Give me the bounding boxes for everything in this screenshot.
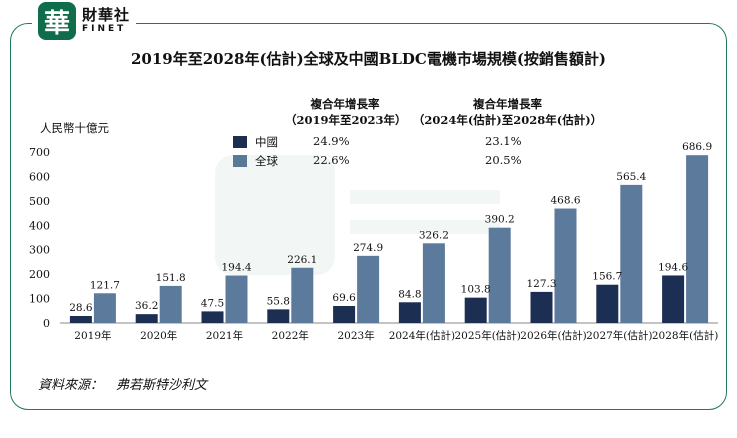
y-tick-label: 600 [29, 170, 50, 183]
x-tick-label: 2026年(估計) [520, 329, 586, 342]
bar-global [93, 293, 116, 323]
x-tick-label: 2024年(估計) [389, 329, 455, 342]
data-label-global: 468.6 [550, 195, 580, 207]
source-note: 資料來源： 弗若斯特沙利文 [38, 378, 208, 393]
bar-china [662, 275, 685, 323]
data-label-china: 69.6 [332, 292, 356, 304]
data-label-global: 686.9 [682, 141, 712, 153]
legend-label-china: 中國 [255, 135, 278, 149]
data-label-global: 274.9 [353, 242, 383, 254]
chart-title: 2019年至2028年(估計)全球及中國BLDC電機市場規模(按銷售額計) [130, 50, 607, 68]
data-label-china: 194.6 [658, 261, 688, 273]
x-tick-label: 2021年 [206, 329, 243, 342]
data-label-global: 121.7 [90, 279, 120, 291]
cagr-header-forecast-period: （2024年(估計)至2028年(估計)） [412, 113, 603, 127]
y-tick-label: 200 [29, 268, 50, 281]
y-tick-label: 0 [43, 317, 50, 330]
bar-global [357, 255, 380, 323]
bar-china [267, 309, 290, 323]
cagr-header-forecast: 複合年增長率 （2024年(估計)至2028年(估計)） [400, 96, 615, 128]
chart-frame [10, 23, 727, 410]
x-tick-label: 2023年 [337, 329, 374, 342]
brand-name-en: FINET [82, 24, 127, 34]
cagr-header-historical-period: （2019年至2023年） [285, 113, 407, 127]
data-label-global: 151.8 [156, 272, 186, 284]
legend-swatch-global [233, 155, 247, 167]
x-tick-label: 2022年 [272, 329, 309, 342]
brand-logo-mark: 華 [38, 2, 76, 40]
bar-china [333, 305, 356, 323]
bar-china [530, 291, 553, 323]
x-tick-label: 2027年(估計) [586, 329, 652, 342]
cagr-china-historical: 24.9% [313, 134, 350, 148]
brand-logo-text: 財華社 FINET [82, 8, 130, 34]
brand-logo: 華 財華社 FINET [32, 2, 137, 40]
bar-global [422, 243, 445, 323]
bar-china [201, 311, 224, 323]
data-label-global: 565.4 [616, 171, 646, 183]
y-tick-label: 300 [29, 244, 50, 257]
y-tick-label: 100 [29, 293, 50, 306]
x-tick-label: 2020年 [140, 329, 177, 342]
cagr-global-historical: 22.6% [313, 153, 350, 167]
x-tick-label: 2019年 [74, 329, 111, 342]
y-tick-label: 700 [29, 146, 50, 159]
data-label-global: 390.2 [485, 214, 515, 226]
legend-item-china: 中國 [233, 134, 278, 150]
bar-china [135, 314, 158, 323]
bar-global [554, 208, 577, 323]
bar-global [488, 227, 511, 323]
bar-global [620, 184, 643, 323]
data-label-china: 55.8 [267, 295, 290, 307]
x-tick-label: 2025年(估計) [454, 329, 520, 342]
data-label-china: 127.3 [526, 278, 556, 290]
data-label-global: 326.2 [419, 229, 449, 241]
y-tick-label: 400 [29, 219, 50, 232]
cagr-global-forecast: 20.5% [485, 153, 522, 167]
cagr-china-forecast: 23.1% [485, 134, 522, 148]
data-label-china: 28.6 [69, 302, 93, 314]
cagr-header-historical: 複合年增長率 （2019年至2023年） [285, 96, 407, 128]
y-tick-label: 500 [29, 195, 50, 208]
bar-global [225, 275, 248, 323]
data-label-china: 36.2 [135, 300, 158, 312]
legend-label-global: 全球 [255, 154, 278, 168]
bar-china [398, 302, 421, 323]
data-label-china: 156.7 [592, 271, 622, 283]
cagr-header-historical-title: 複合年增長率 [310, 97, 380, 111]
bar-china [69, 316, 92, 323]
chart-labels: 28.6 121.7 2019年 36.2 151.8 2020年 47.5 194.4 202… [69, 141, 718, 342]
bar-china [596, 284, 619, 323]
data-label-global: 194.4 [221, 262, 251, 274]
cagr-header-forecast-title: 複合年增長率 [473, 97, 542, 111]
legend-item-global: 全球 [233, 153, 278, 169]
bar-global [291, 267, 314, 323]
y-axis-unit-label: 人民幣十億元 [40, 121, 109, 135]
data-label-china: 103.8 [461, 284, 491, 296]
brand-name-cn: 財華社 [82, 6, 131, 24]
data-label-china: 84.8 [398, 288, 421, 300]
x-tick-label: 2028年(估計) [652, 329, 718, 342]
data-label-global: 226.1 [287, 254, 317, 266]
chart-bars [69, 155, 709, 323]
bar-global [159, 285, 182, 323]
legend-swatch-china [233, 136, 247, 148]
bar-global [686, 155, 709, 323]
data-label-china: 47.5 [201, 297, 224, 309]
bar-china [464, 297, 487, 323]
